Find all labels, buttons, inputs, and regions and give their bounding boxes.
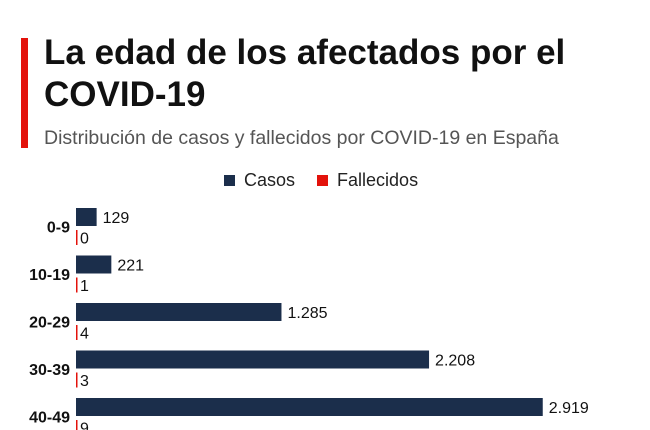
bar-fallecidos [76,230,78,245]
chart-title: La edad de los afectados por el COVID-19 [44,33,566,114]
category-label: 30-39 [29,362,70,379]
bar-fallecidos [76,372,78,388]
bar-casos [76,255,112,274]
bar-casos [76,208,97,226]
bar-fallecidos [76,325,78,340]
bar-casos [76,398,543,416]
bar-casos [76,303,282,321]
legend-swatch-casos [224,175,235,186]
value-label-fallecidos: 0 [80,231,89,248]
value-label-fallecidos: 1 [80,278,89,295]
bar-casos [76,350,430,369]
bar-fallecidos [76,277,78,293]
legend-item-casos: Casos [224,170,295,191]
legend-label-fallecidos: Fallecidos [337,170,419,190]
value-label-fallecidos: 4 [80,326,89,343]
category-label: 10-19 [29,267,70,284]
category-label: 40-49 [29,410,70,427]
value-label-casos: 221 [117,258,144,275]
value-label-casos: 2.208 [435,353,475,370]
value-label-casos: 2.919 [549,400,589,417]
legend-item-fallecidos: Fallecidos [317,170,418,191]
legend-swatch-fallecidos [317,175,329,186]
legend-label-casos: Casos [244,170,296,190]
legend: Casos Fallecidos [224,170,440,191]
category-label: 0-9 [47,220,70,237]
accent-bar [21,38,28,148]
chart-subtitle: Distribución de casos y fallecidos por C… [44,127,559,149]
value-label-fallecidos: 9 [80,421,89,430]
value-label-casos: 1.285 [287,305,327,322]
value-label-fallecidos: 3 [80,373,89,390]
value-label-casos: 129 [103,210,130,227]
category-label: 20-29 [29,315,70,332]
bar-fallecidos [76,420,78,430]
